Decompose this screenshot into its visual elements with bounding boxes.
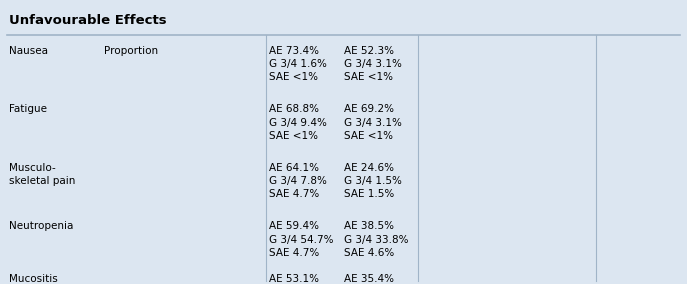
Text: Musculo-
skeletal pain: Musculo- skeletal pain xyxy=(9,163,76,186)
Text: AE 59.4%
G 3/4 54.7%
SAE 4.7%: AE 59.4% G 3/4 54.7% SAE 4.7% xyxy=(269,221,334,258)
Text: Neutropenia: Neutropenia xyxy=(9,221,74,231)
Text: AE 52.3%
G 3/4 3.1%
SAE <1%: AE 52.3% G 3/4 3.1% SAE <1% xyxy=(344,46,401,82)
Text: Mucositis: Mucositis xyxy=(9,274,58,284)
Text: AE 68.8%
G 3/4 9.4%
SAE <1%: AE 68.8% G 3/4 9.4% SAE <1% xyxy=(269,105,327,141)
Text: AE 69.2%
G 3/4 3.1%
SAE <1%: AE 69.2% G 3/4 3.1% SAE <1% xyxy=(344,105,401,141)
Text: AE 38.5%
G 3/4 33.8%
SAE 4.6%: AE 38.5% G 3/4 33.8% SAE 4.6% xyxy=(344,221,408,258)
Text: AE 35.4%
G 3/4 4.6%
SAE <1%: AE 35.4% G 3/4 4.6% SAE <1% xyxy=(344,274,401,284)
Text: Fatigue: Fatigue xyxy=(9,105,47,114)
Text: AE 64.1%
G 3/4 7.8%
SAE 4.7%: AE 64.1% G 3/4 7.8% SAE 4.7% xyxy=(269,163,327,199)
Text: Nausea: Nausea xyxy=(9,46,48,56)
Text: Proportion: Proportion xyxy=(104,46,159,56)
Text: AE 53.1%
G 3/4 3.1%
SAE <1%: AE 53.1% G 3/4 3.1% SAE <1% xyxy=(269,274,327,284)
Text: AE 24.6%
G 3/4 1.5%
SAE 1.5%: AE 24.6% G 3/4 1.5% SAE 1.5% xyxy=(344,163,401,199)
Text: AE 73.4%
G 3/4 1.6%
SAE <1%: AE 73.4% G 3/4 1.6% SAE <1% xyxy=(269,46,327,82)
Text: Unfavourable Effects: Unfavourable Effects xyxy=(9,14,166,27)
